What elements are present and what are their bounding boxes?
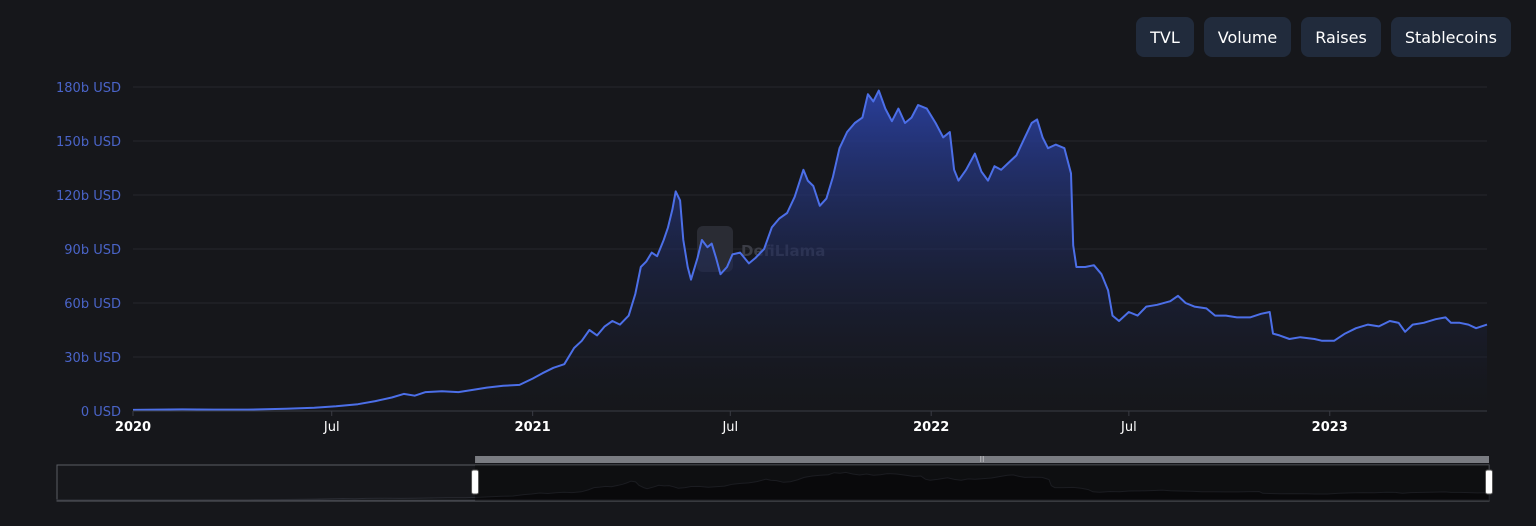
y-tick-label: 90b USD (64, 243, 121, 258)
x-tick-label: 2022 (913, 420, 949, 435)
tvl-line (132, 89, 1488, 411)
y-tick-label: 150b USD (56, 135, 121, 150)
y-axis: 0 USD 30b USD 60b USD 90b USD 120b USD 150b U… (56, 81, 121, 420)
stablecoins-button[interactable]: Stablecoins (1390, 17, 1511, 57)
x-tick-label: 2023 (1312, 420, 1348, 435)
x-tick-label: 2021 (515, 420, 551, 435)
y-tick-label: 30b USD (64, 351, 121, 366)
tab-bar: TVL Volume Raises Stablecoins (1136, 17, 1511, 57)
zoom-slider[interactable]: ⁝⁝ (56, 455, 1493, 502)
tvl-area (133, 90, 1487, 411)
slider-window[interactable] (475, 465, 1489, 501)
tvl-button[interactable]: TVL (1136, 17, 1194, 57)
volume-button[interactable]: Volume (1203, 17, 1292, 57)
slider-handle-right[interactable] (1485, 469, 1493, 495)
x-axis: 2020 Jul 2021 Jul 2022 Jul 2023 (115, 411, 1348, 435)
slider-grip-icon[interactable]: ⁝⁝ (979, 455, 984, 464)
x-tick-label: 2020 (115, 420, 151, 435)
y-tick-label: 0 USD (81, 405, 121, 420)
x-tick-label: Jul (721, 420, 738, 435)
y-tick-label: 60b USD (64, 297, 121, 312)
slider-handle-left[interactable] (471, 469, 480, 495)
x-tick-label: Jul (323, 420, 340, 435)
x-tick-label: Jul (1120, 420, 1137, 435)
y-tick-label: 180b USD (56, 81, 121, 96)
slider-drag-bar[interactable] (475, 456, 1489, 463)
raises-button[interactable]: Raises (1301, 17, 1381, 57)
slider-preview-area (56, 471, 1490, 501)
y-tick-label: 120b USD (56, 189, 121, 204)
